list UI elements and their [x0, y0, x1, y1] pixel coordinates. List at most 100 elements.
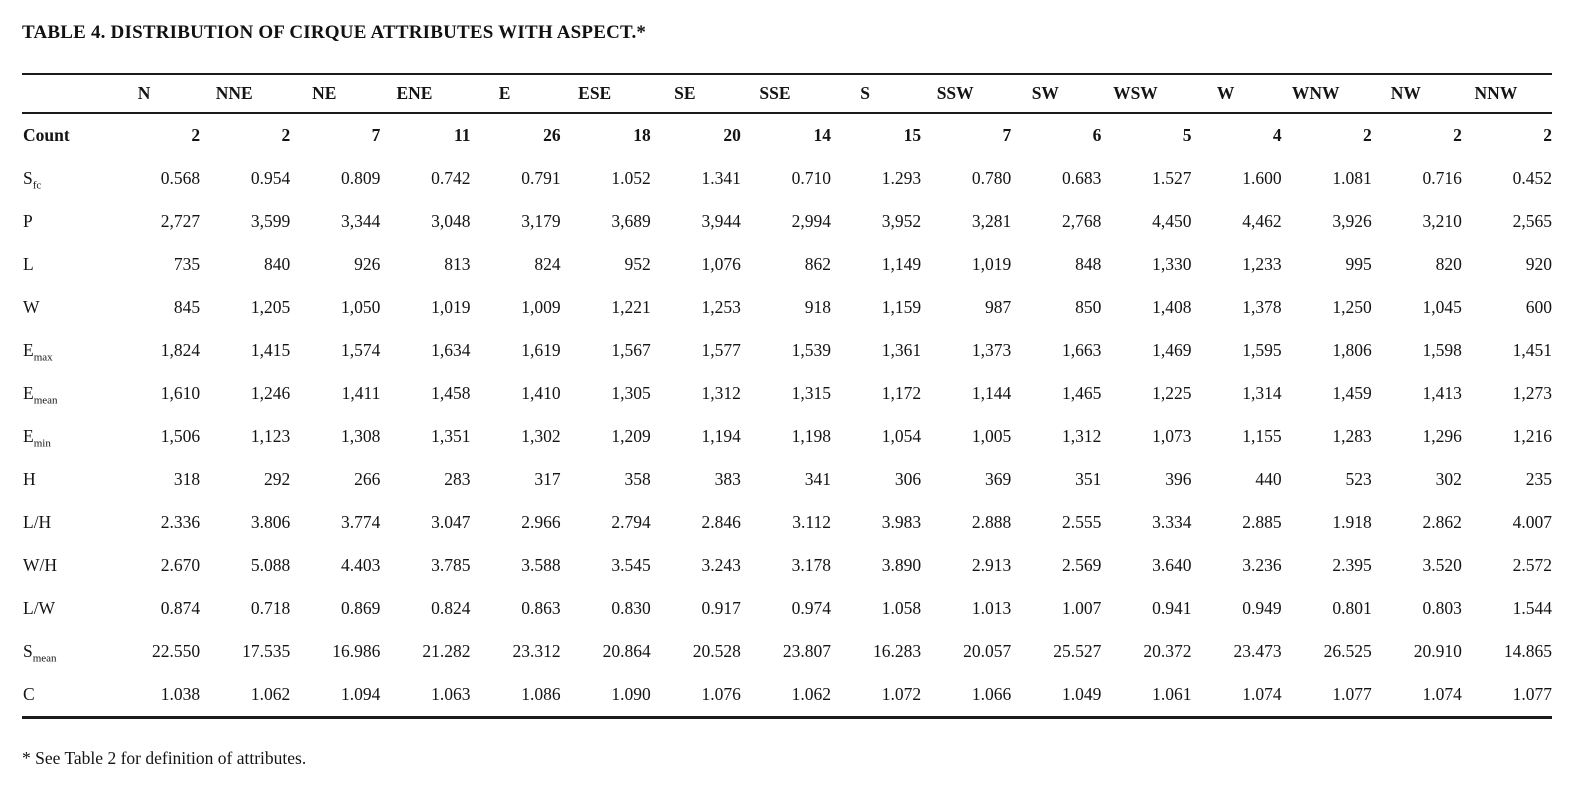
cell-s-fc-sse: 0.710: [791, 168, 831, 188]
cell-l-w-e: 0.863: [521, 598, 561, 618]
cell-c-ssw: 1.066: [971, 684, 1012, 704]
cell-h-ssw: 369: [985, 469, 1012, 489]
cell-count-n: 2: [191, 125, 201, 145]
cell-w-h-nne: 5.088: [250, 555, 291, 575]
cell-l-w-nw: 0.803: [1422, 598, 1462, 618]
cell-l-w-se: 0.917: [701, 598, 741, 618]
table-row-e-min: Emin 1,506 1,123 1,308 1,351 1,302 1,209 1,194 1…: [22, 415, 1552, 458]
column-header-nnw: NNW: [1474, 83, 1518, 103]
cell-e-mean-nne: 1,246: [250, 383, 291, 403]
cell-p-n: 2,727: [160, 211, 201, 231]
row-label-l-w: L/W: [23, 598, 56, 618]
cell-e-mean-ne: 1,411: [341, 383, 381, 403]
cell-e-max-ssw: 1,373: [971, 340, 1012, 360]
cell-w-h-se: 3.243: [701, 555, 741, 575]
cell-s-mean-se: 20.528: [692, 641, 741, 661]
row-label-subscript: mean: [32, 652, 57, 665]
row-label-h: H: [23, 469, 36, 489]
cell-count-ne: 7: [371, 125, 381, 145]
cell-c-w: 1.074: [1242, 684, 1282, 704]
cell-l-wsw: 1,330: [1152, 254, 1192, 274]
row-label-count: Count: [23, 125, 70, 145]
cell-e-max-n: 1,824: [160, 340, 201, 360]
cell-s-fc-se: 1.341: [701, 168, 741, 188]
cell-s-fc-e: 0.791: [521, 168, 561, 188]
cell-l-w-sse: 0.974: [791, 598, 831, 618]
cell-w-h-sse: 3.178: [791, 555, 831, 575]
cell-w-wsw: 1,408: [1152, 297, 1192, 317]
cell-e-mean-s: 1,172: [881, 383, 922, 403]
column-header-e: E: [498, 83, 511, 103]
cell-l-h-s: 3.983: [881, 512, 922, 532]
cell-e-mean-nnw: 1,273: [1512, 383, 1552, 403]
cell-e-mean-ene: 1,458: [431, 383, 471, 403]
cell-l-h-sw: 2.555: [1062, 512, 1102, 532]
cell-l-h-wsw: 3.334: [1152, 512, 1192, 532]
cell-e-max-ne: 1,574: [341, 340, 381, 360]
cell-e-max-e: 1,619: [521, 340, 561, 360]
cell-count-e: 26: [543, 125, 561, 145]
row-label-subscript: max: [33, 351, 53, 364]
cell-l-h-e: 2.966: [521, 512, 561, 532]
cell-e-min-ese: 1,209: [611, 426, 651, 446]
cell-w-ne: 1,050: [341, 297, 381, 317]
cell-e-max-ese: 1,567: [611, 340, 651, 360]
cell-s-mean-ene: 21.282: [422, 641, 471, 661]
cell-s-mean-ese: 20.864: [602, 641, 651, 661]
row-label-e-mean: Emean: [23, 383, 58, 407]
cell-e-max-sse: 1,539: [791, 340, 831, 360]
cell-l-n: 735: [173, 254, 201, 274]
cell-w-h-w: 3.236: [1242, 555, 1282, 575]
column-header-w: W: [1216, 83, 1235, 103]
cell-c-nnw: 1.077: [1512, 684, 1552, 704]
table-row-l: L 735 840 926 813 824 952 1,076 862 1,149 1,019 848…: [22, 243, 1552, 286]
cell-w-ese: 1,221: [611, 297, 651, 317]
cell-p-sse: 2,994: [791, 211, 831, 231]
cell-c-e: 1.086: [521, 684, 561, 704]
cell-c-sse: 1.062: [791, 684, 831, 704]
column-header-n: N: [137, 83, 151, 103]
cell-e-max-ene: 1,634: [431, 340, 471, 360]
cell-l-se: 1,076: [701, 254, 741, 274]
cell-e-min-sse: 1,198: [791, 426, 831, 446]
cell-e-mean-wnw: 1,459: [1332, 383, 1372, 403]
header-row: N NNE NE ENE E ESE SE SSE S SSW SW WSW W WNW NW NNW: [22, 74, 1552, 113]
cell-c-ese: 1.090: [611, 684, 651, 704]
cell-l-nne: 840: [264, 254, 291, 274]
cell-s-mean-sw: 25.527: [1053, 641, 1102, 661]
cell-s-fc-w: 1.600: [1242, 168, 1282, 188]
cell-e-min-ssw: 1,005: [971, 426, 1012, 446]
table-row-p: P 2,727 3,599 3,344 3,048 3,179 3,689 3,944 2,99…: [22, 200, 1552, 243]
cell-l-s: 1,149: [881, 254, 922, 274]
row-label-l: L: [23, 254, 34, 274]
cell-s-fc-ne: 0.809: [341, 168, 381, 188]
cell-h-se: 383: [714, 469, 741, 489]
cell-l-h-wnw: 1.918: [1332, 512, 1372, 532]
cell-w-ssw: 987: [985, 297, 1012, 317]
cell-l-h-nw: 2.862: [1422, 512, 1462, 532]
cell-c-ne: 1.094: [341, 684, 381, 704]
row-label-c: C: [23, 684, 35, 704]
table-row-s-mean: Smean 22.550 17.535 16.986 21.282 23.312 20.86…: [22, 630, 1552, 673]
cell-e-mean-wsw: 1,225: [1152, 383, 1192, 403]
cell-s-fc-n: 0.568: [160, 168, 201, 188]
cell-p-s: 3,952: [881, 211, 922, 231]
cell-p-sw: 2,768: [1062, 211, 1102, 231]
row-label-s-mean: Smean: [23, 641, 57, 665]
cell-e-min-e: 1,302: [521, 426, 561, 446]
column-header-sw: SW: [1031, 83, 1059, 103]
cell-e-max-w: 1,595: [1242, 340, 1282, 360]
cell-h-nnw: 235: [1525, 469, 1552, 489]
cell-l-w-ssw: 1.013: [971, 598, 1012, 618]
cell-e-mean-se: 1,312: [701, 383, 741, 403]
row-label-w-h: W/H: [23, 555, 58, 575]
cell-c-se: 1.076: [701, 684, 741, 704]
cell-l-w-sw: 1.007: [1062, 598, 1102, 618]
cell-s-fc-ssw: 0.780: [971, 168, 1012, 188]
table-row-w: W 845 1,205 1,050 1,019 1,009 1,221 1,253 918 1,1…: [22, 286, 1552, 329]
row-label-e-max: Emax: [23, 340, 53, 364]
cell-l-ene: 813: [444, 254, 471, 274]
column-header-wsw: WSW: [1113, 83, 1158, 103]
cell-e-min-ne: 1,308: [341, 426, 381, 446]
